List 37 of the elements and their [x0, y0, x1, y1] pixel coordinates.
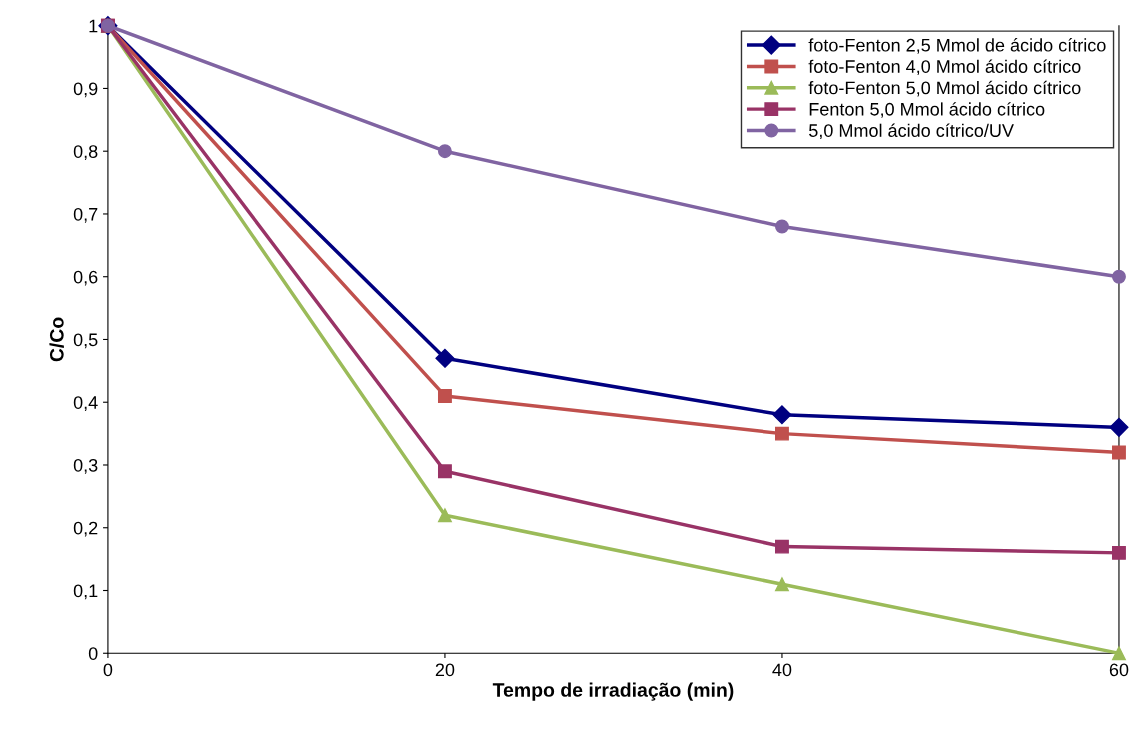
point — [1112, 445, 1126, 460]
point — [1112, 269, 1126, 284]
y-tick-label: 0,2 — [73, 521, 98, 537]
x-tick-label: 60 — [1109, 663, 1129, 677]
point — [775, 577, 789, 592]
point — [772, 405, 792, 425]
point — [775, 539, 789, 554]
legend-label: foto-Fenton 2,5 Mmol de ácido cítrico — [808, 38, 1106, 54]
y-tick-label: 0,4 — [73, 396, 98, 412]
y-axis-title: C/Co — [49, 317, 64, 362]
x-tick-label: 40 — [772, 663, 792, 677]
legend-label: Fenton 5,0 Mmol ácido cítrico — [809, 102, 1045, 118]
y-tick-label: 0,5 — [73, 333, 98, 349]
point — [437, 464, 452, 479]
y-tick-label: 0,9 — [73, 82, 98, 98]
y-tick-label: 0,6 — [73, 270, 98, 286]
y-tick-label: 0,3 — [73, 458, 98, 474]
y-tick-label: 0,1 — [73, 584, 98, 600]
point — [437, 389, 452, 403]
legend-label: foto-Fenton 5,0 Mmol ácido cítrico — [808, 80, 1081, 97]
point — [1112, 545, 1126, 560]
point — [437, 508, 452, 523]
point — [1112, 646, 1126, 661]
point — [775, 426, 789, 441]
x-axis-title: Tempo de irradiação (min) — [492, 682, 734, 701]
y-tick-label: 0 — [88, 647, 98, 660]
point — [775, 219, 789, 234]
x-tick-label: 20 — [435, 663, 455, 677]
legend-label: 5,0 Mmol ácido cítrico/UV — [809, 123, 1014, 140]
point — [1109, 417, 1129, 437]
point — [437, 144, 452, 159]
y-tick-label: 0,7 — [73, 207, 98, 223]
point — [435, 348, 455, 368]
y-tick-label: 0,8 — [73, 145, 98, 161]
x-tick-label: 0 — [103, 663, 113, 677]
legend-label: foto-Fenton 4,0 Mmol ácido cítrico — [808, 59, 1081, 76]
y-tick-label: 1 — [89, 19, 98, 33]
